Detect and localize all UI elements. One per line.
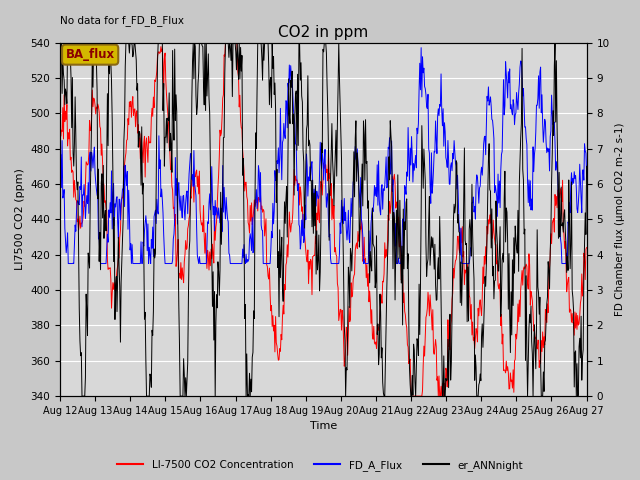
Y-axis label: LI7500 CO2 (ppm): LI7500 CO2 (ppm) — [15, 168, 25, 270]
Title: CO2 in ppm: CO2 in ppm — [278, 25, 369, 40]
Legend: LI-7500 CO2 Concentration, FD_A_Flux, er_ANNnight: LI-7500 CO2 Concentration, FD_A_Flux, er… — [113, 456, 527, 475]
Text: No data for f_FD_B_Flux: No data for f_FD_B_Flux — [60, 15, 184, 26]
Y-axis label: FD Chamber flux (μmol CO2 m-2 s-1): FD Chamber flux (μmol CO2 m-2 s-1) — [615, 122, 625, 316]
X-axis label: Time: Time — [310, 421, 337, 432]
Text: BA_flux: BA_flux — [65, 48, 115, 61]
